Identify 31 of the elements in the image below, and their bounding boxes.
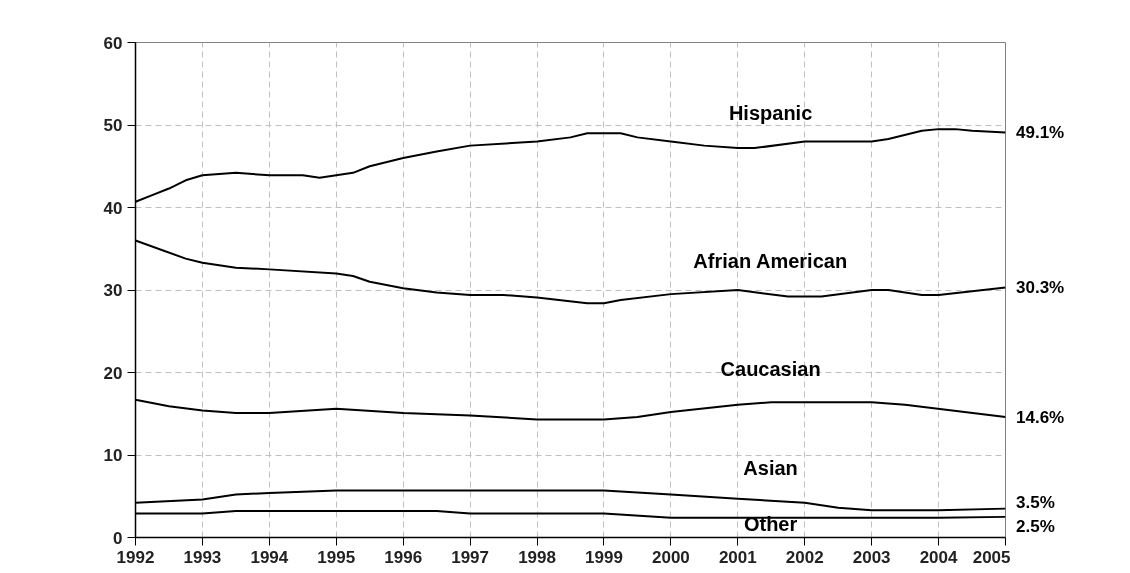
x-tick-label: 2003	[852, 547, 891, 567]
y-tick-label: 30	[103, 281, 123, 300]
x-tick-label: 2005	[972, 547, 1011, 567]
data-label: 49.1%	[1016, 122, 1065, 142]
y-tick-label: 10	[103, 446, 123, 465]
x-tick-label: 2002	[785, 547, 824, 567]
y-tick-label: 20	[103, 363, 123, 383]
x-tick-label: 1995	[317, 547, 356, 567]
data-label: 14.6%	[1016, 407, 1065, 427]
x-tick-label: 1992	[116, 547, 155, 567]
x-tick-label: 2000	[651, 547, 690, 567]
x-tick-label: 1994	[250, 547, 289, 567]
x-tick-label: 1999	[585, 547, 623, 567]
series-label: Hispanic	[728, 101, 813, 124]
data-label: 2.5%	[1016, 516, 1055, 536]
series-label: Caucasian	[720, 358, 821, 381]
series-label: Asian	[743, 456, 798, 479]
y-tick-label: 40	[103, 198, 123, 218]
y-tick-label: 60	[103, 33, 123, 53]
y-tick-label: 50	[103, 116, 123, 135]
x-tick-label: 2004	[919, 547, 959, 567]
data-label: 3.5%	[1016, 492, 1055, 512]
y-tick-label: 0	[113, 528, 123, 548]
x-tick-label: 2001	[718, 547, 757, 567]
x-tick-label: 1997	[451, 547, 490, 567]
series-label: Afrian American	[693, 250, 848, 273]
data-label: 30.3%	[1016, 278, 1065, 298]
x-tick-label: 1996	[384, 547, 423, 567]
x-tick-label: 1998	[518, 547, 556, 567]
series-label: Other	[743, 512, 798, 535]
x-tick-label: 1993	[183, 547, 222, 567]
